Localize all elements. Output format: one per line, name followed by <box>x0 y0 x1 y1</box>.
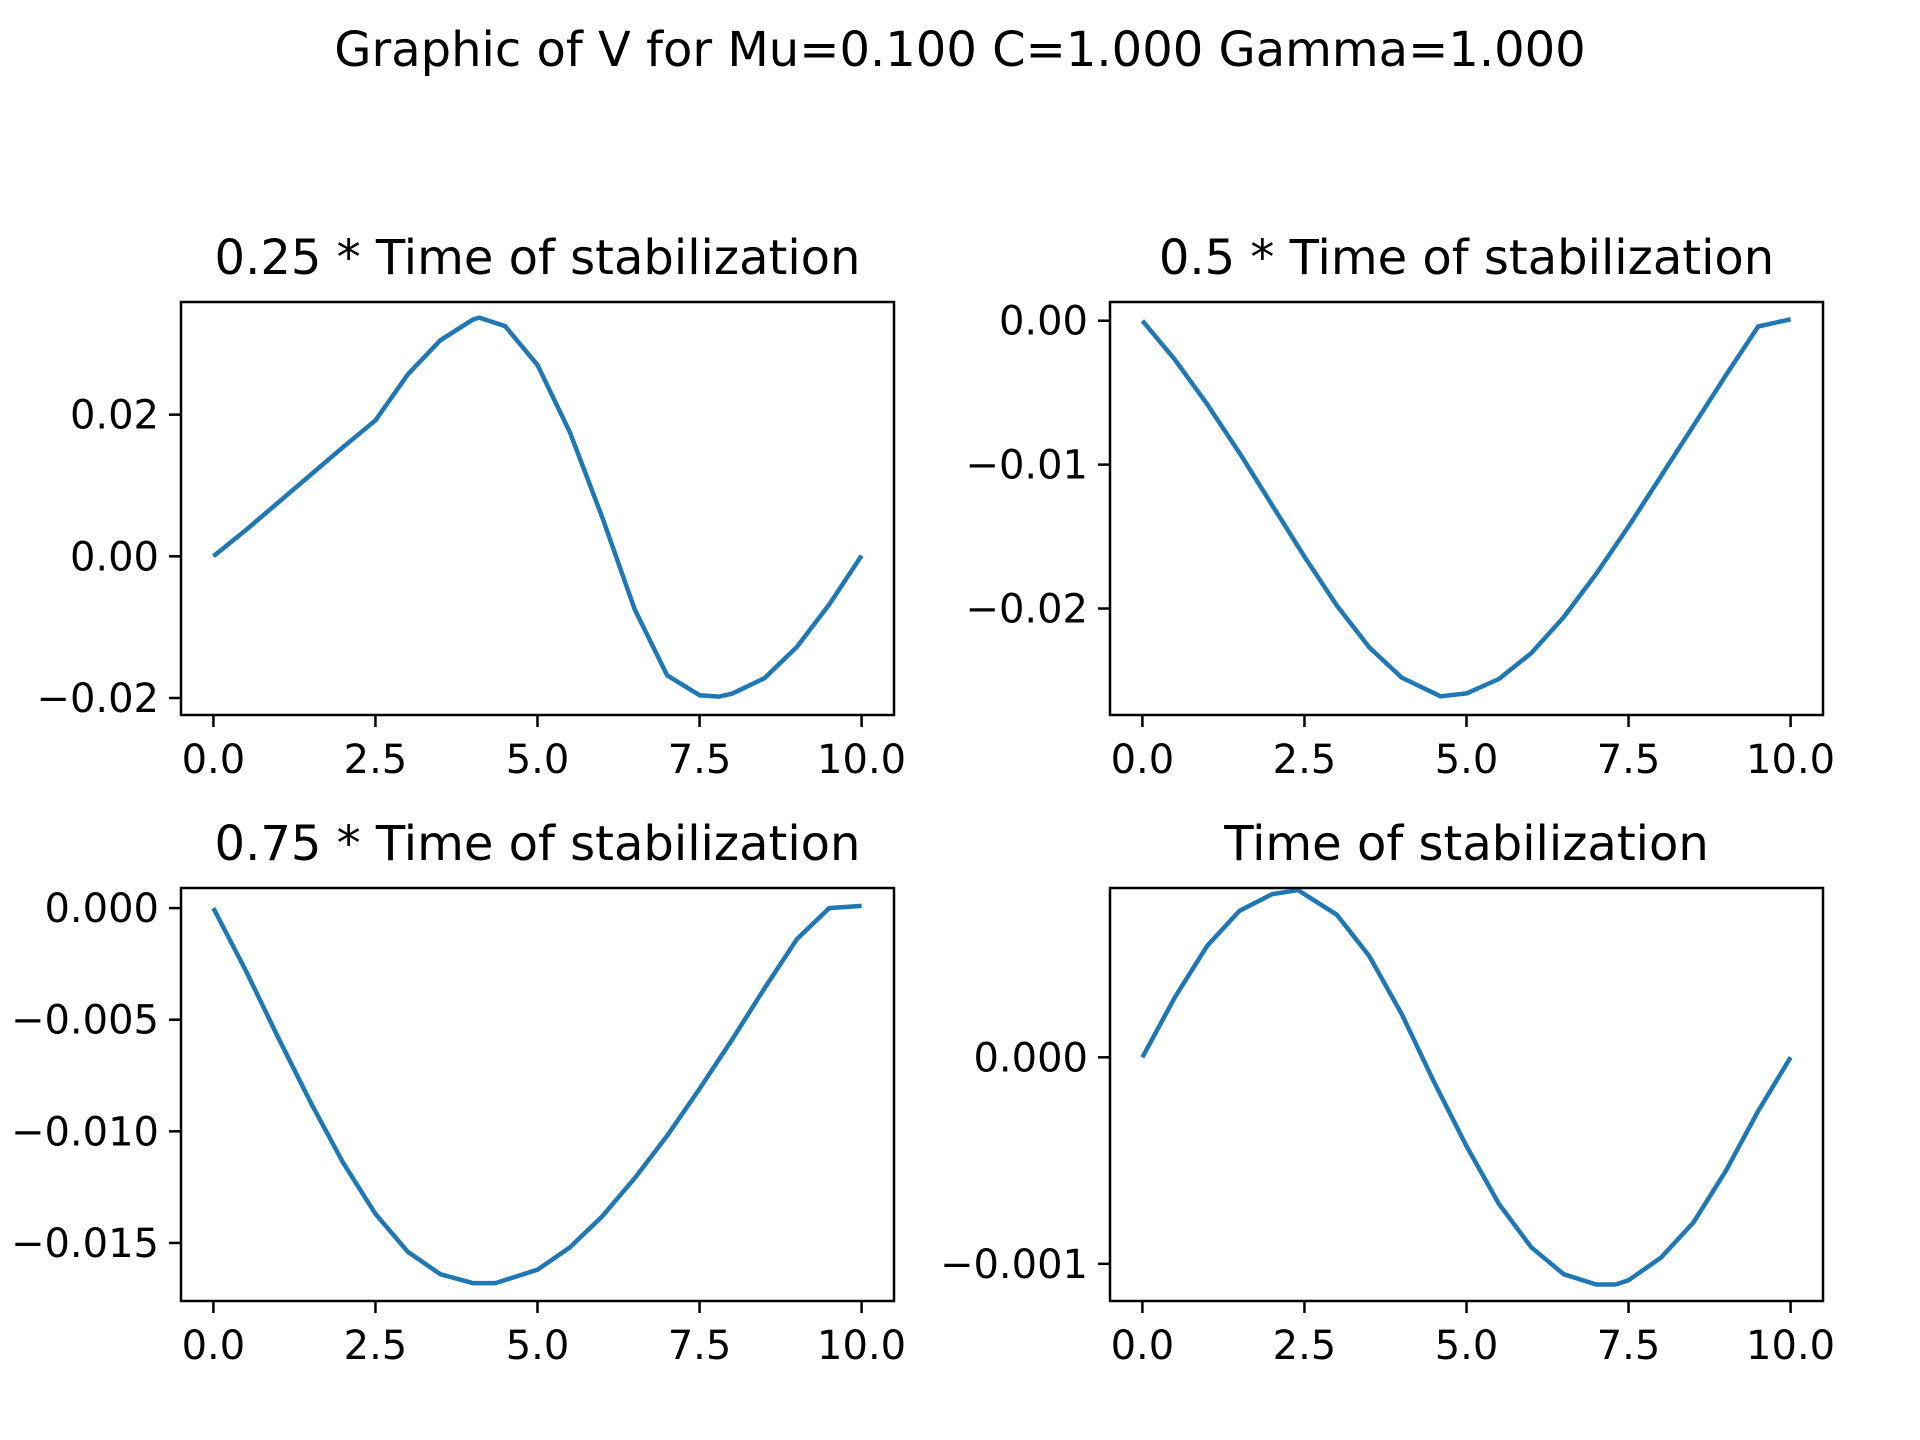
subplot-title: 0.25 * Time of stabilization <box>215 230 861 286</box>
axes-frame <box>1108 886 1825 1303</box>
x-tick-label: 2.5 <box>344 737 408 783</box>
subplot-title: 0.5 * Time of stabilization <box>1159 230 1774 286</box>
subplot-title: 0.75 * Time of stabilization <box>215 816 861 872</box>
x-tick-label: 10.0 <box>817 1323 906 1369</box>
subplot-1: 0.25 * Time of stabilization 0.0 2.5 5.0 7.5… <box>36 230 906 783</box>
y-tick-label: −0.001 <box>940 1242 1088 1288</box>
x-tick-label: 10.0 <box>1746 737 1835 783</box>
y-tick-label: −0.005 <box>11 998 159 1044</box>
x-tick-label: 5.0 <box>1435 737 1499 783</box>
y-tick-label: −0.015 <box>11 1221 159 1267</box>
x-tick-label: 7.5 <box>668 737 732 783</box>
y-tick-label: −0.01 <box>965 443 1088 489</box>
x-tick-label: 7.5 <box>1597 737 1661 783</box>
x-tick-label: 0.0 <box>1111 1323 1175 1369</box>
series-line <box>211 903 862 1286</box>
axes-frame <box>179 886 896 1303</box>
x-tick-label: 5.0 <box>506 737 570 783</box>
y-tick-label: −0.02 <box>965 587 1088 633</box>
x-tick-label: 7.5 <box>668 1323 732 1369</box>
x-tick-label: 2.5 <box>1273 737 1337 783</box>
x-tick-label: 5.0 <box>506 1323 570 1369</box>
x-tick-label: 0.0 <box>1111 737 1175 783</box>
series-line <box>1140 887 1793 1287</box>
series-line <box>211 315 864 699</box>
axes-frame <box>1108 300 1825 717</box>
subplot-3: 0.75 * Time of stabilization 0.0 2.5 5.0 7.5… <box>11 816 906 1369</box>
x-tick-label: 0.0 <box>182 1323 246 1369</box>
x-tick-label: 5.0 <box>1435 1323 1499 1369</box>
x-tick-label: 2.5 <box>1273 1323 1337 1369</box>
y-tick-label: 0.00 <box>999 299 1088 345</box>
x-tick-label: 7.5 <box>1597 1323 1661 1369</box>
y-tick-label: −0.02 <box>36 676 159 722</box>
series-line <box>1140 317 1792 699</box>
x-tick-label: 10.0 <box>817 737 906 783</box>
x-tick-label: 0.0 <box>182 737 246 783</box>
y-tick-label: −0.010 <box>11 1109 159 1155</box>
y-tick-label: 0.000 <box>973 1035 1088 1081</box>
subplot-title: Time of stabilization <box>1223 816 1709 872</box>
y-tick-label: 0.02 <box>70 393 159 439</box>
x-tick-label: 2.5 <box>344 1323 408 1369</box>
x-tick-label: 10.0 <box>1746 1323 1835 1369</box>
figure-suptitle: Graphic of V for Mu=0.100 C=1.000 Gamma=… <box>334 22 1585 78</box>
subplot-2: 0.5 * Time of stabilization 0.0 2.5 5.0 7.5 1… <box>965 230 1835 783</box>
y-tick-label: 0.00 <box>70 534 159 580</box>
y-tick-label: 0.000 <box>44 886 159 932</box>
subplot-4: Time of stabilization 0.0 2.5 5.0 7.5 10.0 0.0… <box>940 816 1835 1369</box>
